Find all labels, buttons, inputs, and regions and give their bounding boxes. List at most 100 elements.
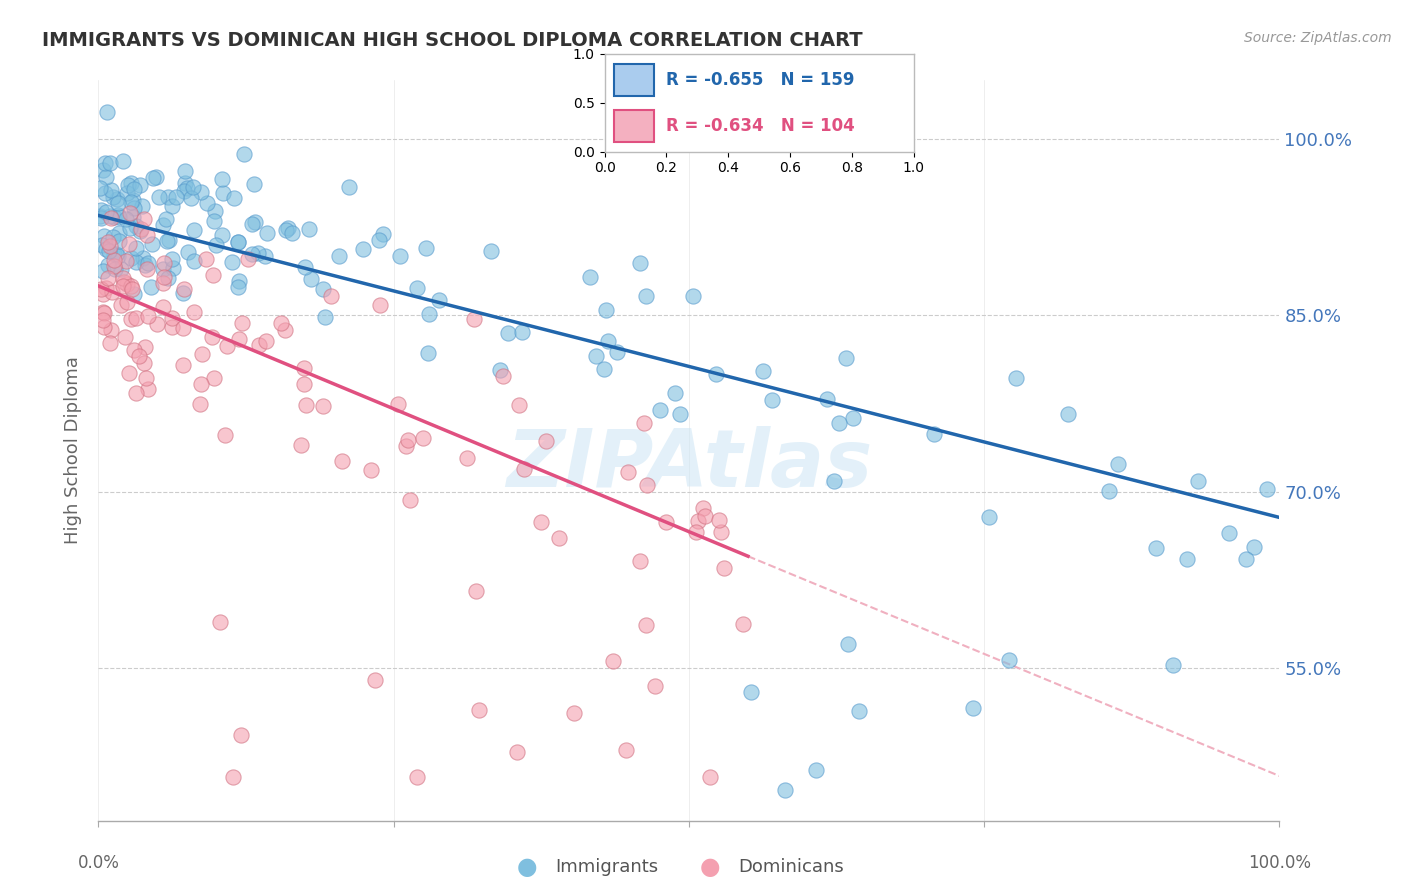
Point bbox=[596, 334, 619, 348]
Point bbox=[156, 190, 179, 204]
Point bbox=[148, 190, 170, 204]
Point bbox=[962, 701, 984, 715]
Point bbox=[530, 515, 553, 529]
Point bbox=[121, 211, 143, 225]
Point bbox=[634, 288, 657, 302]
Point bbox=[91, 313, 114, 327]
Point bbox=[468, 703, 491, 717]
Point bbox=[704, 367, 727, 381]
Point bbox=[633, 417, 655, 431]
Point bbox=[214, 428, 236, 442]
Point bbox=[292, 361, 315, 376]
Point bbox=[120, 312, 142, 326]
Point bbox=[277, 221, 299, 235]
Point bbox=[231, 728, 253, 742]
Point bbox=[319, 289, 342, 303]
Point bbox=[330, 453, 353, 467]
Point bbox=[183, 223, 205, 237]
Point bbox=[100, 323, 122, 337]
Point bbox=[406, 281, 429, 295]
Point bbox=[124, 343, 146, 357]
Point bbox=[111, 154, 134, 169]
Text: R = -0.655   N = 159: R = -0.655 N = 159 bbox=[666, 71, 855, 89]
Point bbox=[249, 338, 271, 352]
Point bbox=[100, 211, 122, 226]
Point bbox=[162, 199, 184, 213]
Point bbox=[107, 196, 129, 211]
Point bbox=[129, 224, 152, 238]
Point bbox=[508, 398, 530, 412]
Point bbox=[1243, 540, 1265, 554]
Point bbox=[211, 228, 233, 243]
Point bbox=[183, 253, 205, 268]
Point bbox=[195, 252, 218, 267]
Point bbox=[108, 234, 131, 248]
Point bbox=[118, 366, 141, 380]
Point bbox=[202, 268, 225, 282]
Point bbox=[489, 362, 512, 376]
Point bbox=[174, 164, 197, 178]
Point bbox=[295, 398, 318, 412]
FancyBboxPatch shape bbox=[614, 64, 654, 95]
Point bbox=[120, 176, 142, 190]
Point bbox=[120, 279, 142, 293]
Point bbox=[695, 509, 717, 524]
Point bbox=[90, 282, 112, 296]
Point bbox=[190, 186, 212, 200]
Point bbox=[138, 309, 160, 323]
Point bbox=[614, 743, 637, 757]
Point bbox=[922, 427, 945, 442]
Point bbox=[141, 237, 163, 252]
Point bbox=[132, 212, 155, 227]
Point bbox=[156, 234, 179, 248]
Point bbox=[222, 191, 245, 205]
Point bbox=[145, 170, 167, 185]
Point bbox=[731, 617, 754, 632]
Point bbox=[337, 180, 360, 194]
Point bbox=[606, 345, 628, 359]
Point bbox=[105, 193, 128, 207]
Point bbox=[211, 186, 233, 200]
Point bbox=[699, 770, 721, 784]
Point bbox=[114, 212, 136, 227]
Point bbox=[177, 245, 200, 260]
Point bbox=[93, 320, 115, 334]
Point bbox=[815, 392, 838, 407]
Point bbox=[231, 316, 253, 330]
Point bbox=[124, 241, 146, 255]
Point bbox=[125, 311, 148, 326]
Point bbox=[579, 270, 602, 285]
Point bbox=[202, 213, 225, 227]
Point bbox=[93, 156, 115, 170]
Point bbox=[1218, 525, 1240, 540]
Point bbox=[292, 377, 315, 392]
Point bbox=[152, 262, 174, 277]
Point bbox=[129, 178, 152, 193]
Point bbox=[136, 261, 159, 276]
Point bbox=[418, 346, 440, 360]
Point bbox=[162, 261, 184, 276]
Point bbox=[183, 304, 205, 318]
Point bbox=[160, 319, 183, 334]
Point bbox=[837, 637, 859, 651]
Y-axis label: High School Diploma: High School Diploma bbox=[65, 357, 83, 544]
Point bbox=[160, 310, 183, 325]
Point bbox=[273, 323, 295, 337]
Point bbox=[238, 252, 260, 267]
Text: Immigrants: Immigrants bbox=[555, 858, 658, 876]
Point bbox=[195, 195, 218, 210]
Point bbox=[388, 249, 411, 263]
Point bbox=[100, 155, 122, 169]
Point bbox=[1234, 552, 1257, 566]
Point bbox=[110, 298, 132, 312]
Point bbox=[842, 410, 865, 425]
Point bbox=[128, 349, 150, 363]
Point bbox=[112, 279, 135, 293]
Point bbox=[595, 302, 617, 317]
Text: IMMIGRANTS VS DOMINICAN HIGH SCHOOL DIPLOMA CORRELATION CHART: IMMIGRANTS VS DOMINICAN HIGH SCHOOL DIPL… bbox=[42, 31, 863, 50]
Point bbox=[165, 190, 187, 204]
Point bbox=[804, 763, 827, 777]
Point bbox=[160, 252, 183, 266]
Point bbox=[221, 255, 243, 269]
Point bbox=[173, 177, 195, 191]
